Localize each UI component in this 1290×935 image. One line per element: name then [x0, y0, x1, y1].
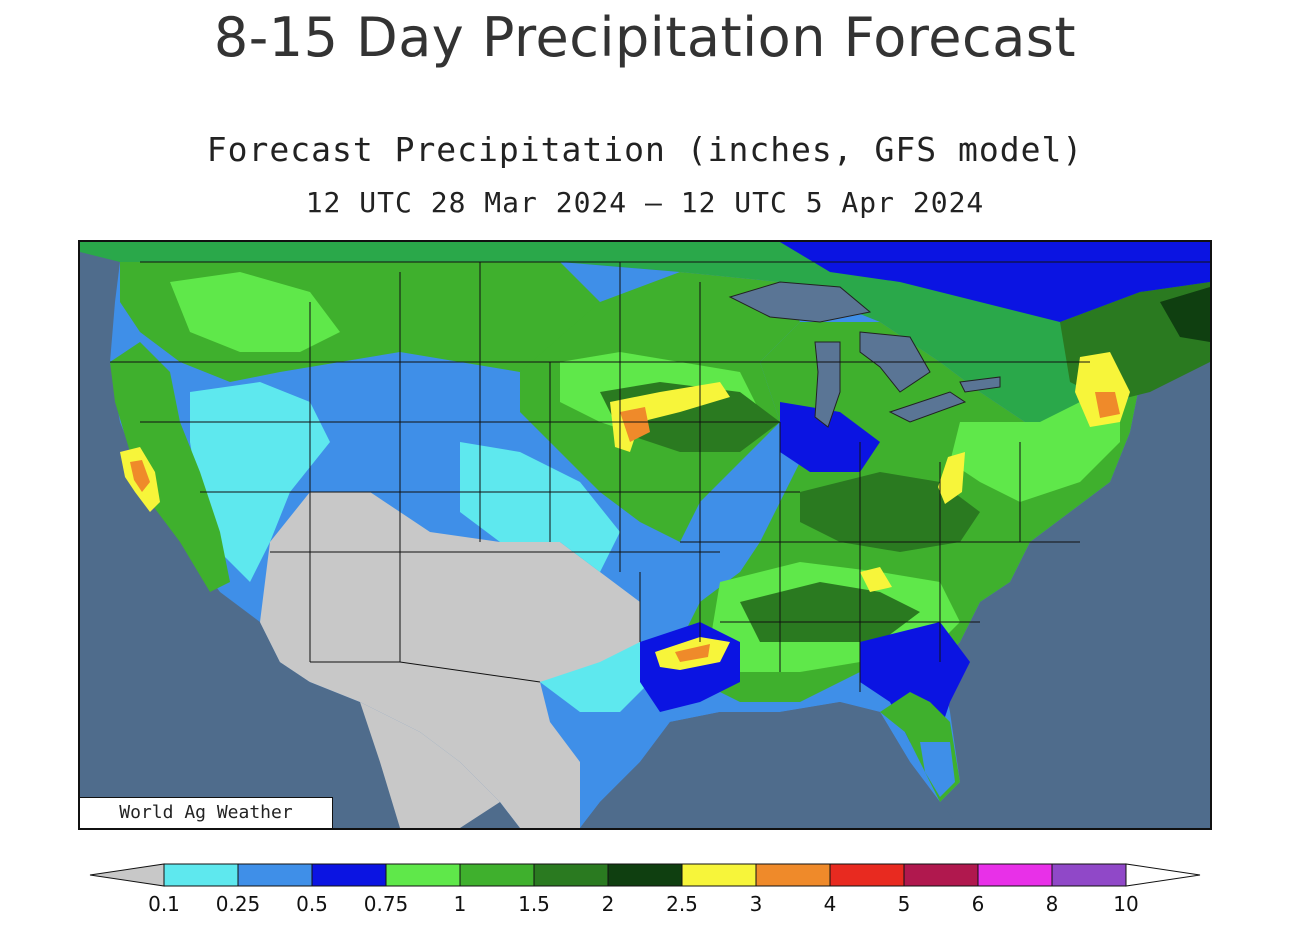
- map-title: Forecast Precipitation (inches, GFS mode…: [206, 130, 1084, 169]
- legend-swatch: [385, 863, 461, 887]
- deep-blue-great-lakes: [780, 402, 880, 472]
- bright-green-northwest: [170, 272, 340, 352]
- heavy-precip-tennessee: [860, 567, 892, 592]
- legend-swatch: [237, 863, 313, 887]
- legend-tick-label: 4: [823, 892, 837, 916]
- legend-above-arrow: [1125, 863, 1201, 887]
- legend-swatch: [459, 863, 535, 887]
- legend-swatch: [755, 863, 831, 887]
- map-date-range: 12 UTC 28 Mar 2024 — 12 UTC 5 Apr 2024: [305, 186, 985, 219]
- canada-region: [80, 242, 1210, 432]
- legend-tick-label: 10: [1113, 892, 1139, 916]
- dark-green-southern: [740, 582, 920, 642]
- gulf-of-mexico: [580, 702, 960, 828]
- light-precip-plains: [460, 442, 620, 572]
- dry-southwest: [260, 492, 640, 828]
- heavy-precip-appalachia: [938, 452, 965, 504]
- dark-green-ohio-valley: [800, 472, 980, 552]
- legend-tick-label: 2.5: [666, 892, 698, 916]
- legend-swatch: [607, 863, 683, 887]
- mexico-land: [260, 622, 500, 828]
- state-borders: [110, 261, 1210, 692]
- bright-green-northeast: [950, 392, 1120, 502]
- legend-color-bar: [89, 863, 1201, 887]
- florida-blue: [920, 742, 955, 797]
- lake-michigan: [814, 341, 841, 428]
- precip-legend: 0.1 0.25 0.5 0.75 1 1.5 2 2.5 3 4 5 6 8 10: [86, 860, 1206, 930]
- legend-tick-label: 0.25: [215, 892, 261, 916]
- lake-erie: [888, 391, 967, 423]
- legend-below-arrow: [89, 863, 165, 887]
- legend-swatch: [977, 863, 1053, 887]
- darkest-green-maine: [1160, 287, 1210, 342]
- map-credit: World Ag Weather: [80, 797, 333, 828]
- legend-swatch: [311, 863, 387, 887]
- precipitation-map: World Ag Weather: [78, 240, 1212, 830]
- lake-ontario: [959, 376, 1001, 393]
- heavy-precip-new-england-core: [1095, 392, 1120, 418]
- legend-swatch: [533, 863, 609, 887]
- heavy-precip-california-core: [130, 460, 150, 492]
- legend-tick-label: 1: [453, 892, 467, 916]
- light-precip-texas: [540, 642, 650, 712]
- legend-tick-label: 0.75: [363, 892, 409, 916]
- green-west-coast: [110, 342, 230, 592]
- legend-tick-label: 2: [601, 892, 615, 916]
- page-title: 8-15 Day Precipitation Forecast: [213, 6, 1077, 69]
- heavy-precip-iowa-core: [620, 407, 650, 442]
- map-canvas: [80, 242, 1210, 828]
- legend-swatch: [1051, 863, 1127, 887]
- heavy-precip-arkansas-core: [675, 644, 710, 662]
- legend-tick-label: 6: [971, 892, 985, 916]
- legend-swatch: [681, 863, 757, 887]
- legend-swatch: [903, 863, 979, 887]
- legend-tick-label: 1.5: [518, 892, 550, 916]
- legend-tick-label: 0.5: [296, 892, 328, 916]
- legend-tick-label: 8: [1045, 892, 1059, 916]
- legend-tick-label: 0.1: [148, 892, 180, 916]
- light-precip-belt: [190, 382, 330, 582]
- legend-tick-label: 5: [897, 892, 911, 916]
- legend-swatch: [163, 863, 239, 887]
- legend-swatch: [829, 863, 905, 887]
- deep-blue-southeast: [860, 622, 970, 762]
- lake-superior: [728, 281, 872, 323]
- legend-tick-label: 3: [749, 892, 763, 916]
